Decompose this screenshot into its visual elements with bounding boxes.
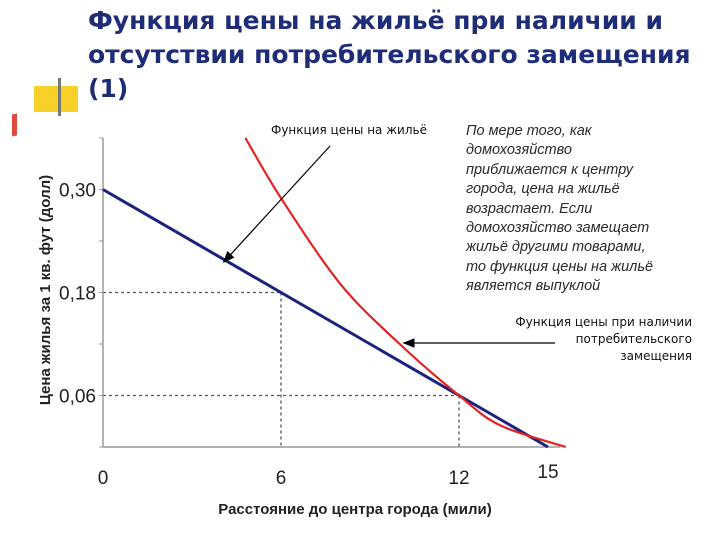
x-tick-label: 15 [537,462,558,483]
annotation-label-substitution: потребительского [576,332,692,346]
note-line: то функция цены на жильё [466,258,654,275]
decor-yellow-block [34,86,78,112]
note-line: является выпуклой [466,278,601,295]
note-line: возрастает. Если [466,200,593,217]
series-line-linear [102,188,549,449]
note-line: приближается к центру [466,161,634,178]
note-line: города, цена на жильё [466,181,620,198]
annotation-arrow-linear [222,145,331,264]
series-curve-substitution [244,137,567,449]
annotation-label-substitution: замещения [620,349,692,363]
annotation-label-substitution: Функция цены при наличии [515,315,692,329]
note-line: жильё другими товарами, [466,239,646,256]
y-tick-label: 0,06 [59,387,96,408]
explanation-note: По мере того, как домохозяйство приближа… [466,122,711,297]
slide-title: Функция цены на жильё при наличии и отсу… [88,4,708,106]
title-line-3: (1) [88,74,129,103]
note-line: домохозяйство [466,142,572,159]
y-tick-label: 0,30 [59,181,96,202]
y-tick-label: 0,18 [59,284,96,305]
title-line-1: Функция цены на жильё при наличии и [88,6,663,35]
note-line: По мере того, как [466,123,592,139]
note-line: домохозяйство замещает [466,220,650,237]
x-tick-label: 0 [98,468,109,489]
decor-gray-bar [58,78,61,116]
x-axis-label: Расстояние до центра города (мили) [218,501,491,518]
annotation-label-linear: Функция цены на жильё [271,123,427,137]
y-axis-label: Цена жилья за 1 кв. фут (долл) [37,175,54,405]
x-tick-label: 6 [276,468,287,489]
x-tick-label: 12 [448,468,469,489]
title-line-2: отсутствии потребительского замещения [88,40,691,69]
